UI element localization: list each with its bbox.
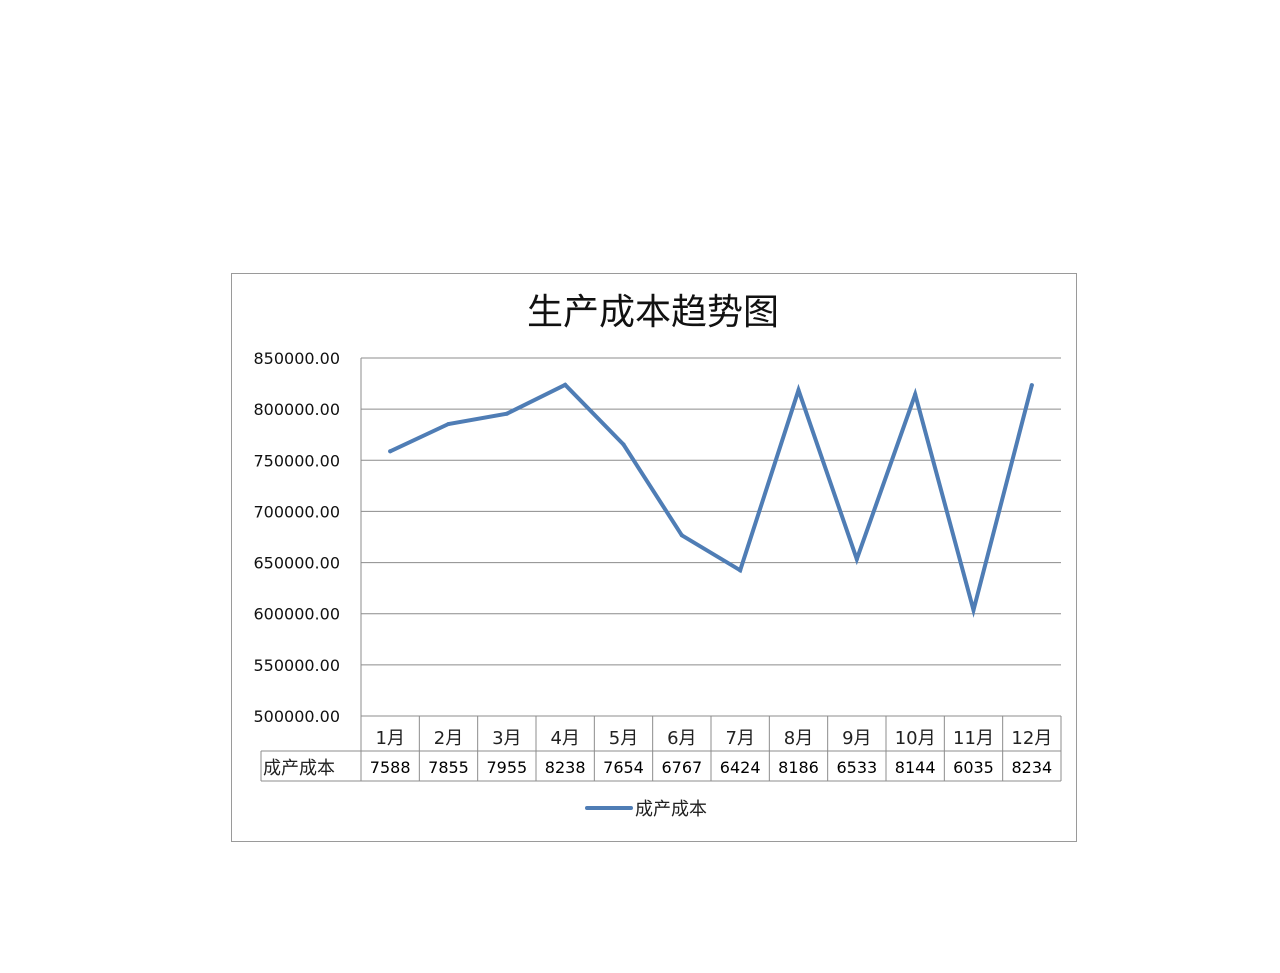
data-point (504, 411, 509, 416)
x-category-label: 8月 (784, 728, 813, 749)
chart-title: 生产成本趋势图 (527, 292, 779, 333)
y-tick-label: 500000.00 (253, 707, 340, 726)
data-point (679, 533, 684, 538)
x-category-label: 1月 (375, 728, 404, 749)
table-cell-value: 6767 (661, 758, 702, 777)
data-point (621, 442, 626, 447)
data-point (446, 421, 451, 426)
y-tick-label: 850000.00 (253, 349, 340, 368)
x-category-label: 6月 (667, 728, 696, 749)
x-category-label: 5月 (609, 728, 638, 749)
table-cell-value: 8186 (778, 758, 819, 777)
x-category-label: 9月 (842, 728, 871, 749)
data-point (796, 388, 801, 393)
y-tick-label: 750000.00 (253, 451, 340, 470)
x-category-label: 4月 (550, 728, 579, 749)
data-point (1029, 383, 1034, 388)
table-row-label: 成产成本 (263, 758, 335, 779)
table-cell-value: 7654 (603, 758, 644, 777)
y-tick-label: 550000.00 (253, 656, 340, 675)
table-cell-value: 8238 (545, 758, 586, 777)
table-cell-value: 6533 (836, 758, 877, 777)
table-cell-value: 8144 (895, 758, 936, 777)
data-point (971, 608, 976, 613)
y-tick-label: 700000.00 (253, 502, 340, 521)
x-category-label: 7月 (725, 728, 754, 749)
data-point (738, 568, 743, 573)
data-point (854, 557, 859, 562)
table-cell-value: 7855 (428, 758, 469, 777)
y-tick-label: 800000.00 (253, 400, 340, 419)
data-point (388, 449, 393, 454)
x-category-label: 12月 (1011, 728, 1052, 749)
table-cell-value: 6424 (720, 758, 761, 777)
table-cell-value: 7955 (486, 758, 527, 777)
series-line (388, 382, 1034, 618)
data-point (913, 392, 918, 397)
table-cell-value: 7588 (370, 758, 411, 777)
x-category-label: 3月 (492, 728, 521, 749)
chart-frame (231, 273, 1077, 842)
table-cell-value: 6035 (953, 758, 994, 777)
x-category-label: 2月 (434, 728, 463, 749)
x-category-label: 10月 (895, 728, 936, 749)
y-tick-label: 600000.00 (253, 605, 340, 624)
x-category-label: 11月 (953, 728, 994, 749)
table-cell-value: 8234 (1011, 758, 1052, 777)
y-tick-label: 650000.00 (253, 554, 340, 573)
legend: 成产成本 (585, 799, 707, 820)
legend-label: 成产成本 (635, 799, 707, 820)
data-point (563, 382, 568, 387)
